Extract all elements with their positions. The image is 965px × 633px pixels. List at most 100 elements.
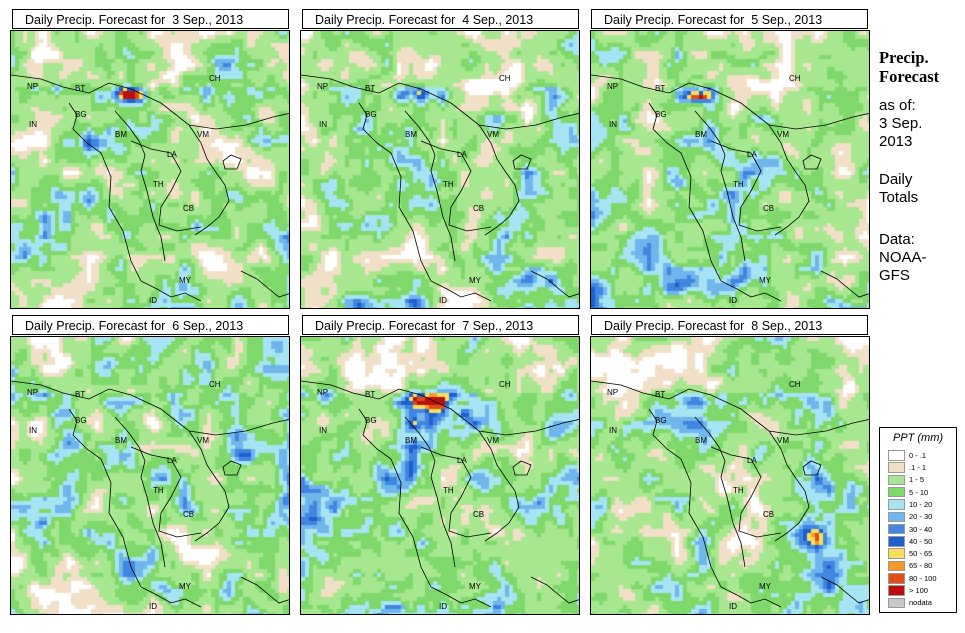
country-label: IN (609, 426, 617, 435)
legend-swatch (888, 499, 905, 510)
border-line (188, 430, 230, 542)
country-label: CH (789, 380, 801, 389)
country-label: BT (75, 390, 85, 399)
border-line (240, 270, 289, 298)
country-label: ID (729, 602, 737, 611)
border-line (130, 140, 202, 232)
map-borders: NP BT BG IN CH BM VM LA TH CB MY ID (301, 74, 579, 305)
country-label: ID (149, 602, 157, 611)
legend-label: 10 - 20 (909, 499, 933, 509)
country-label: ID (149, 296, 157, 305)
country-label: IN (29, 426, 37, 435)
legend-title: PPT (mm) (892, 432, 944, 444)
border-line (512, 460, 532, 476)
border-line (802, 460, 822, 476)
country-label: MY (759, 582, 772, 591)
panel-title-6: Daily Precip. Forecast for 8 Sep., 2013 (591, 315, 868, 335)
country-label: ID (439, 296, 447, 305)
country-label: NP (27, 82, 38, 91)
legend-swatch (888, 548, 905, 559)
border-line (188, 124, 230, 236)
legend-swatch (888, 462, 905, 473)
country-label: LA (457, 150, 467, 159)
map-borders: NP BT BG IN CH BM VM LA TH CB MY ID (11, 380, 289, 611)
legend-label: 50 - 65 (909, 549, 933, 559)
country-label: LA (167, 456, 177, 465)
border-line (301, 380, 579, 436)
border-line (530, 576, 579, 604)
legend-item: 65 - 80 (888, 560, 933, 572)
country-label: BM (695, 436, 707, 445)
country-label: BM (405, 130, 417, 139)
country-label: BT (655, 390, 665, 399)
country-label: CB (183, 510, 194, 519)
country-label: CB (763, 510, 774, 519)
legend-item: 10 - 20 (888, 499, 932, 510)
legend-swatch (888, 523, 905, 535)
border-line (720, 586, 782, 608)
legend-label: 40 - 50 (909, 536, 933, 546)
country-label: TH (733, 180, 744, 189)
legend-swatch (888, 585, 905, 596)
asof-line3: 2013 (879, 133, 913, 150)
country-label: VM (487, 436, 499, 445)
daily-line1: Daily (879, 171, 913, 188)
border-line (694, 110, 746, 262)
country-label: TH (153, 486, 164, 495)
border-line (478, 430, 520, 542)
country-label: BG (365, 416, 377, 425)
border-line (591, 74, 869, 130)
legend-label: 1 - 5 (909, 475, 925, 485)
border-line (694, 416, 746, 568)
map-borders: NP BT BG IN CH BM VM LA TH CB MY ID (301, 380, 579, 611)
legend-swatch (888, 474, 905, 486)
country-label: CH (209, 380, 221, 389)
country-label: MY (179, 582, 192, 591)
precip-field (11, 337, 289, 614)
legend-label: nodata (909, 598, 932, 608)
border-line (140, 280, 202, 302)
country-label: NP (27, 388, 38, 397)
precip-field (11, 31, 289, 308)
country-label: BM (115, 436, 127, 445)
border-line (358, 102, 432, 282)
legend-swatch (888, 560, 905, 572)
border-line (430, 280, 492, 302)
panel-title-4: Daily Precip. Forecast for 6 Sep., 2013 (12, 315, 289, 335)
country-label: MY (469, 276, 482, 285)
country-label: TH (733, 486, 744, 495)
data-line2: NOAA- (879, 249, 927, 266)
country-label: CB (183, 204, 194, 213)
legend-label: .1 - 1 (909, 463, 927, 473)
legend-label: 80 - 100 (909, 573, 937, 583)
border-line (420, 446, 492, 538)
legend-swatch (888, 486, 905, 498)
border-line (130, 446, 202, 538)
daily-line2: Totals (879, 189, 919, 206)
map-borders: NP BT BG IN CH BM VM LA TH CB MY ID (591, 380, 869, 611)
border-line (140, 586, 202, 608)
country-label: ID (439, 602, 447, 611)
country-label: CH (209, 74, 221, 83)
precip-map-day-3: NP BT BG IN CH BM VM LA TH CB MY ID (590, 30, 870, 309)
country-label: NP (317, 388, 328, 397)
legend-item: 80 - 100 (888, 573, 937, 584)
country-label: TH (153, 180, 164, 189)
border-line (240, 576, 289, 604)
country-label: LA (167, 150, 177, 159)
legend-label: 5 - 10 (909, 487, 929, 497)
border-line (430, 586, 492, 608)
data-line1: Data: (879, 231, 915, 248)
border-line (802, 154, 822, 170)
panel-title-3: Daily Precip. Forecast for 5 Sep., 2013 (591, 9, 868, 29)
legend-swatch (888, 450, 905, 461)
country-label: CB (473, 204, 484, 213)
country-label: BG (655, 110, 667, 119)
country-label: IN (609, 120, 617, 129)
precip-map-day-1: NP BT BG IN CH BM VM LA TH CB MY ID (10, 30, 290, 309)
precip-field (301, 337, 579, 614)
panel-title-5: Daily Precip. Forecast for 7 Sep., 2013 (302, 315, 579, 335)
country-label: CH (499, 380, 511, 389)
legend-label: 65 - 80 (909, 561, 933, 571)
country-label: MY (759, 276, 772, 285)
